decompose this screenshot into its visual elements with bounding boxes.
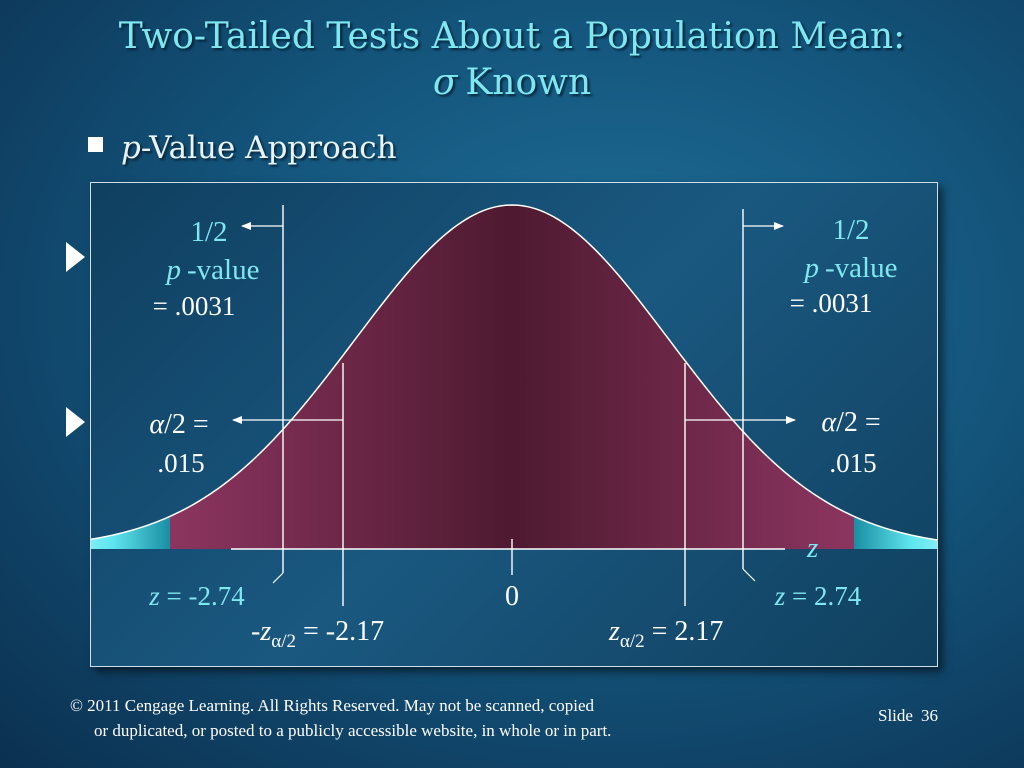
slide-number-value: 36 [920,706,938,725]
triangle-bullet-icon [66,407,85,437]
bullet-p-value-approach: p-Value Approach [88,130,397,166]
left-p-label: p -value [165,254,260,286]
title-line-1: Two-Tailed Tests About a Population Mean… [118,16,906,57]
right-p-value: = .0031 [790,288,873,318]
normal-curve-line [91,204,937,541]
z-right-leader [742,568,756,582]
title-known: Known [465,62,592,103]
z-stat-right-label: z = 2.74 [774,581,862,611]
footer-line-2: or duplicated, or posted to a publicly a… [94,721,612,740]
bullet-text: -Value Approach [140,130,397,166]
z-crit-right-label: zα/2 = 2.17 [608,616,723,652]
slide-title: Two-Tailed Tests About a Population Mean… [0,14,1024,106]
footer-line-1: © 2011 Cengage Learning. All Rights Rese… [70,696,595,715]
slide-label: Slide [878,706,913,725]
z-stat-left-label: z = -2.74 [148,581,245,611]
left-alpha-value: .015 [157,448,204,478]
right-alpha-value: .015 [829,448,876,478]
right-tail-area [853,516,937,549]
right-p-fraction: 1/2 [832,214,869,246]
title-line-2: σ Known [0,60,1024,106]
left-alpha-label: α/2 = [149,409,208,440]
diagram-panel: 1/2 p -value = .0031 1/2 p -value = .0031 … [90,182,938,667]
mean-zero-label: 0 [505,581,519,612]
normal-curve-diagram: 1/2 p -value = .0031 1/2 p -value = .0031 … [91,204,937,652]
triangle-bullet-icon [66,242,85,272]
curve-body-area [170,205,854,549]
bullet-p-italic: p [121,130,141,166]
title-sigma: σ [432,62,458,103]
z-axis-label: z [806,532,818,564]
copyright-footer: © 2011 Cengage Learning. All Rights Rese… [70,693,611,743]
slide-number: Slide 36 [878,706,938,726]
right-p-label: p -value [803,252,898,284]
square-bullet-icon [88,137,103,152]
z-left-leader [272,572,284,584]
right-alpha-label: α/2 = [821,407,880,438]
left-p-fraction: 1/2 [190,216,227,248]
z-crit-left-label: -zα/2 = -2.17 [251,616,384,652]
left-p-value: = .0031 [153,291,236,321]
